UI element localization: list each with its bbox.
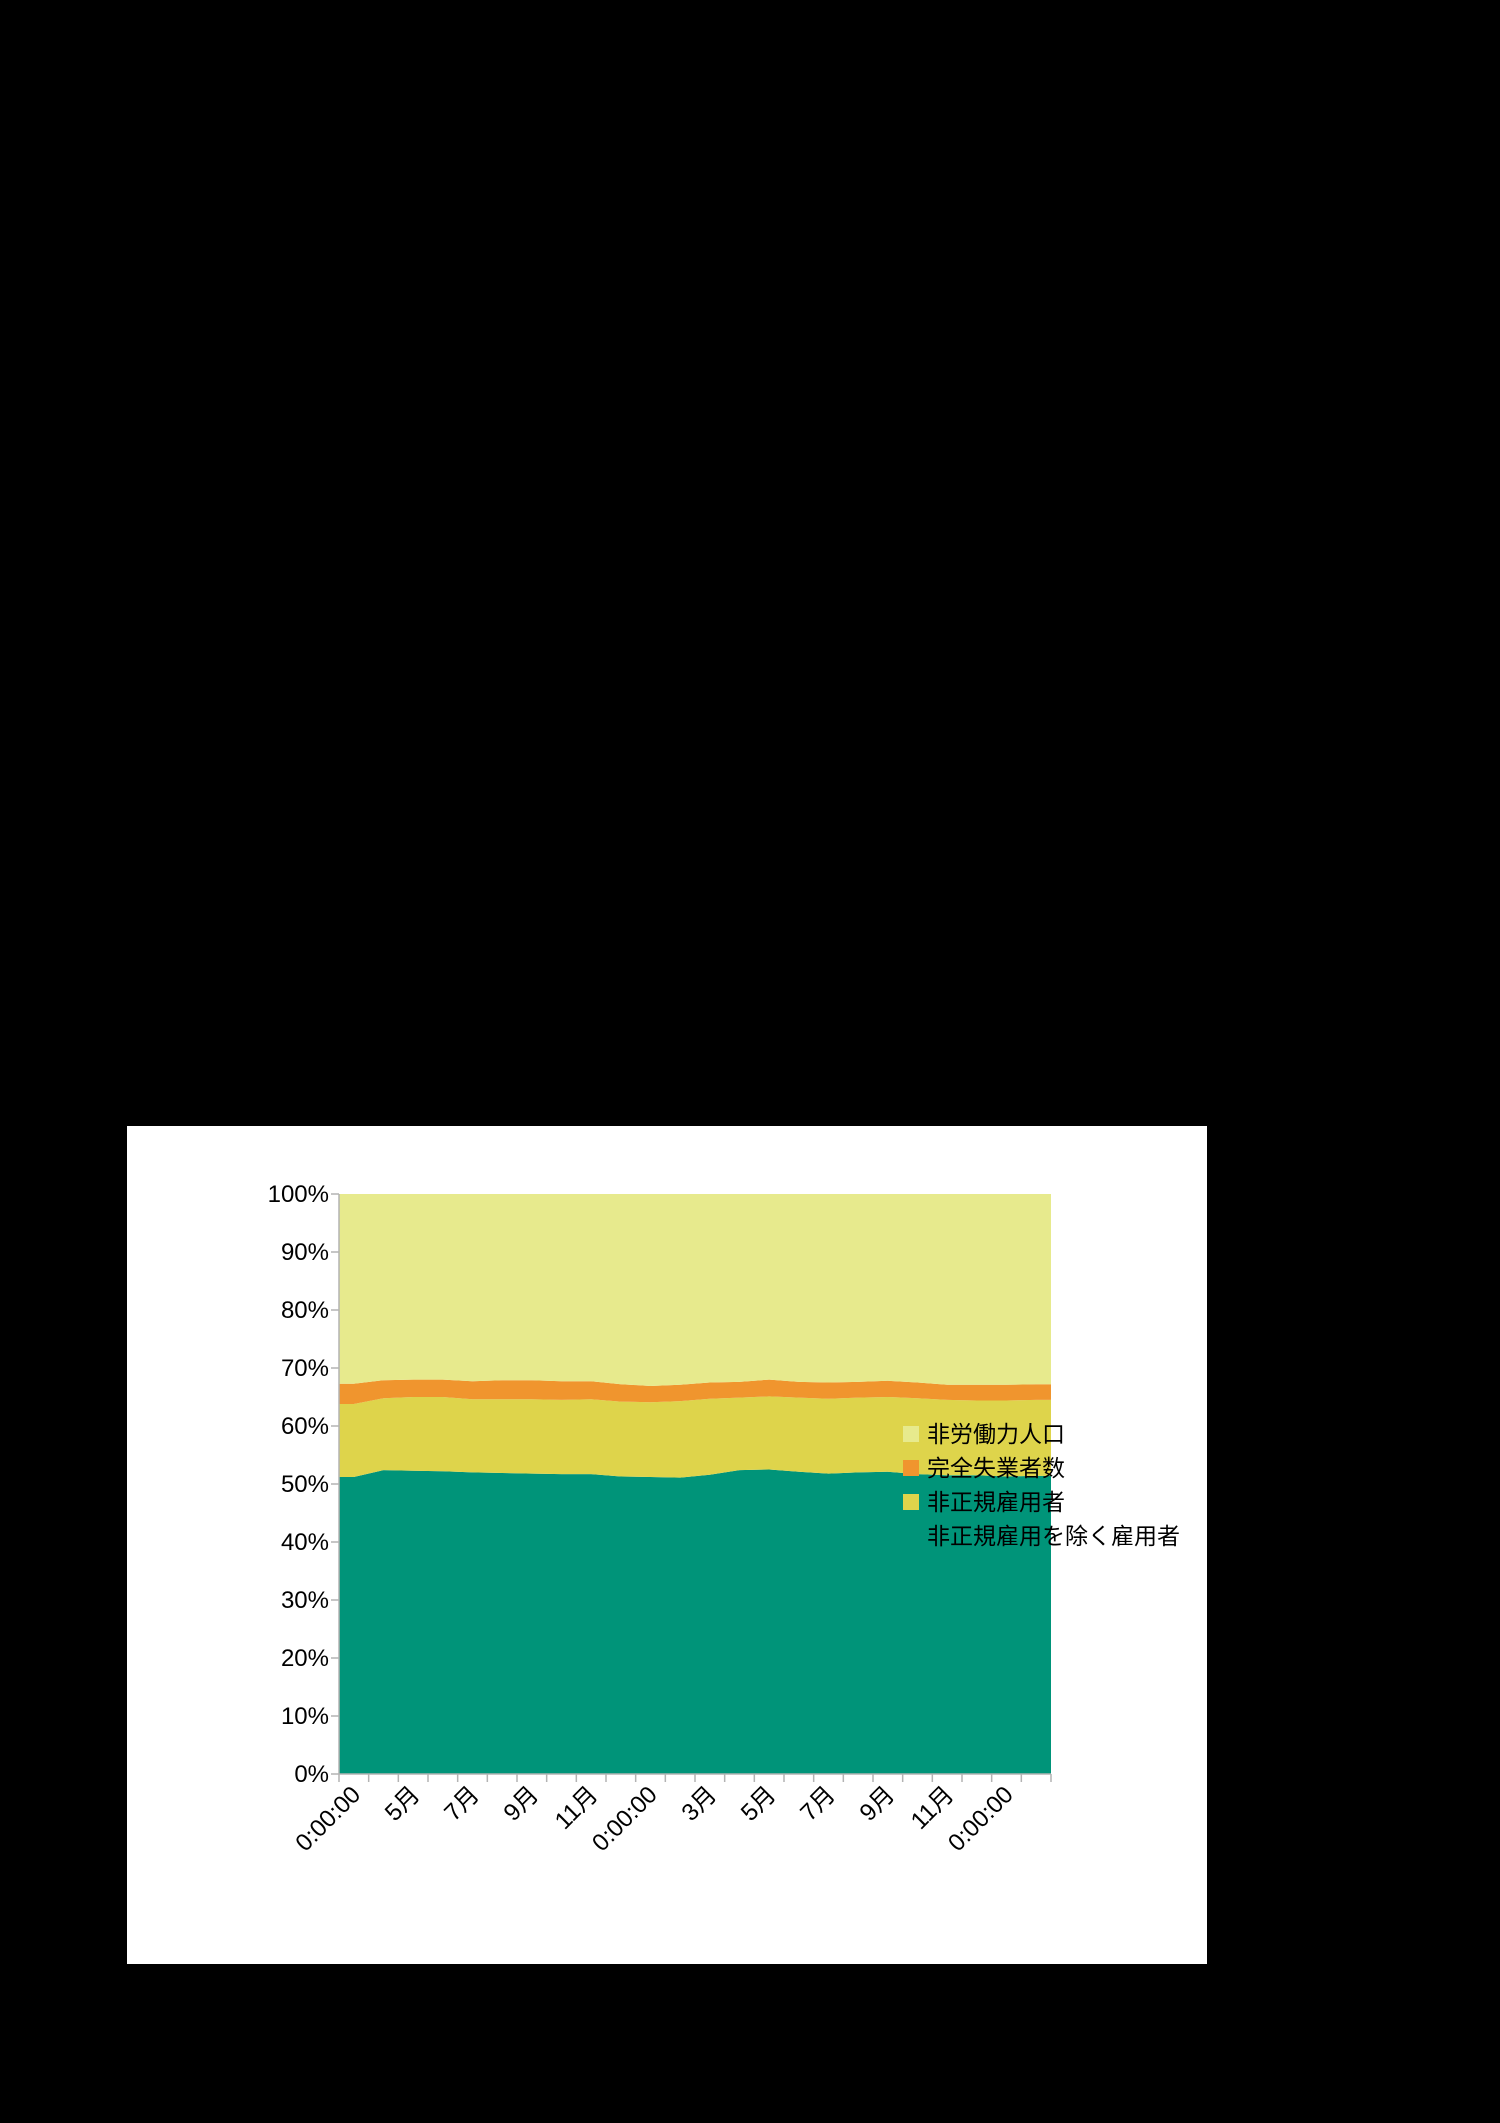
y-tick-label: 0% bbox=[294, 1761, 329, 1788]
legend-swatch bbox=[903, 1426, 919, 1442]
legend-label: 非正規雇用者 bbox=[927, 1490, 1065, 1516]
y-tick-label: 70% bbox=[281, 1355, 329, 1382]
x-tick-label: 9月 bbox=[499, 1781, 545, 1827]
legend-swatch bbox=[903, 1528, 919, 1544]
x-tick-label: 3月 bbox=[677, 1781, 723, 1827]
y-tick-label: 60% bbox=[281, 1413, 329, 1440]
y-tick-label: 20% bbox=[281, 1645, 329, 1672]
legend-label: 完全失業者数 bbox=[927, 1456, 1065, 1482]
legend-swatch bbox=[903, 1494, 919, 1510]
x-tick-label: 7月 bbox=[795, 1781, 841, 1827]
area-not-in-labor-force bbox=[339, 1194, 1051, 1386]
y-tick-label: 50% bbox=[281, 1471, 329, 1498]
x-tick-label: 11月 bbox=[906, 1781, 960, 1835]
x-tick-label: 7月 bbox=[439, 1781, 485, 1827]
legend-swatch bbox=[903, 1460, 919, 1476]
area-series-group bbox=[339, 1194, 1051, 1774]
area-nonregular-employees bbox=[339, 1396, 1051, 1478]
x-tick-label: 5月 bbox=[380, 1781, 426, 1827]
chart-panel: 0% 10% 20% 30% 40% 50% 60% 70% 80% 90% 100% 0:00:00… bbox=[127, 1126, 1207, 1964]
x-tick-label: 0:00:00 bbox=[943, 1781, 1019, 1857]
y-tick-label: 30% bbox=[281, 1587, 329, 1614]
x-tick-label: 11月 bbox=[550, 1781, 604, 1835]
y-tick-label: 10% bbox=[281, 1703, 329, 1730]
area-employees-excl-nonregular bbox=[339, 1469, 1051, 1774]
y-tick-label: 80% bbox=[281, 1297, 329, 1324]
legend-label: 非労働力人口 bbox=[927, 1422, 1065, 1448]
stacked-area-chart: 0% 10% 20% 30% 40% 50% 60% 70% 80% 90% 100% 0:00:00… bbox=[268, 1181, 1180, 1857]
x-tick-label: 9月 bbox=[855, 1781, 901, 1827]
y-tick-label: 100% bbox=[268, 1181, 329, 1208]
y-tick-label: 40% bbox=[281, 1529, 329, 1556]
x-tick-label: 5月 bbox=[736, 1781, 782, 1827]
x-tick-label: 0:00:00 bbox=[587, 1781, 663, 1857]
legend-label: 非正規雇用を除く雇用者 bbox=[927, 1524, 1180, 1550]
area-unemployed bbox=[339, 1379, 1051, 1404]
x-tick-label: 0:00:00 bbox=[290, 1781, 366, 1857]
y-tick-label: 90% bbox=[281, 1239, 329, 1266]
